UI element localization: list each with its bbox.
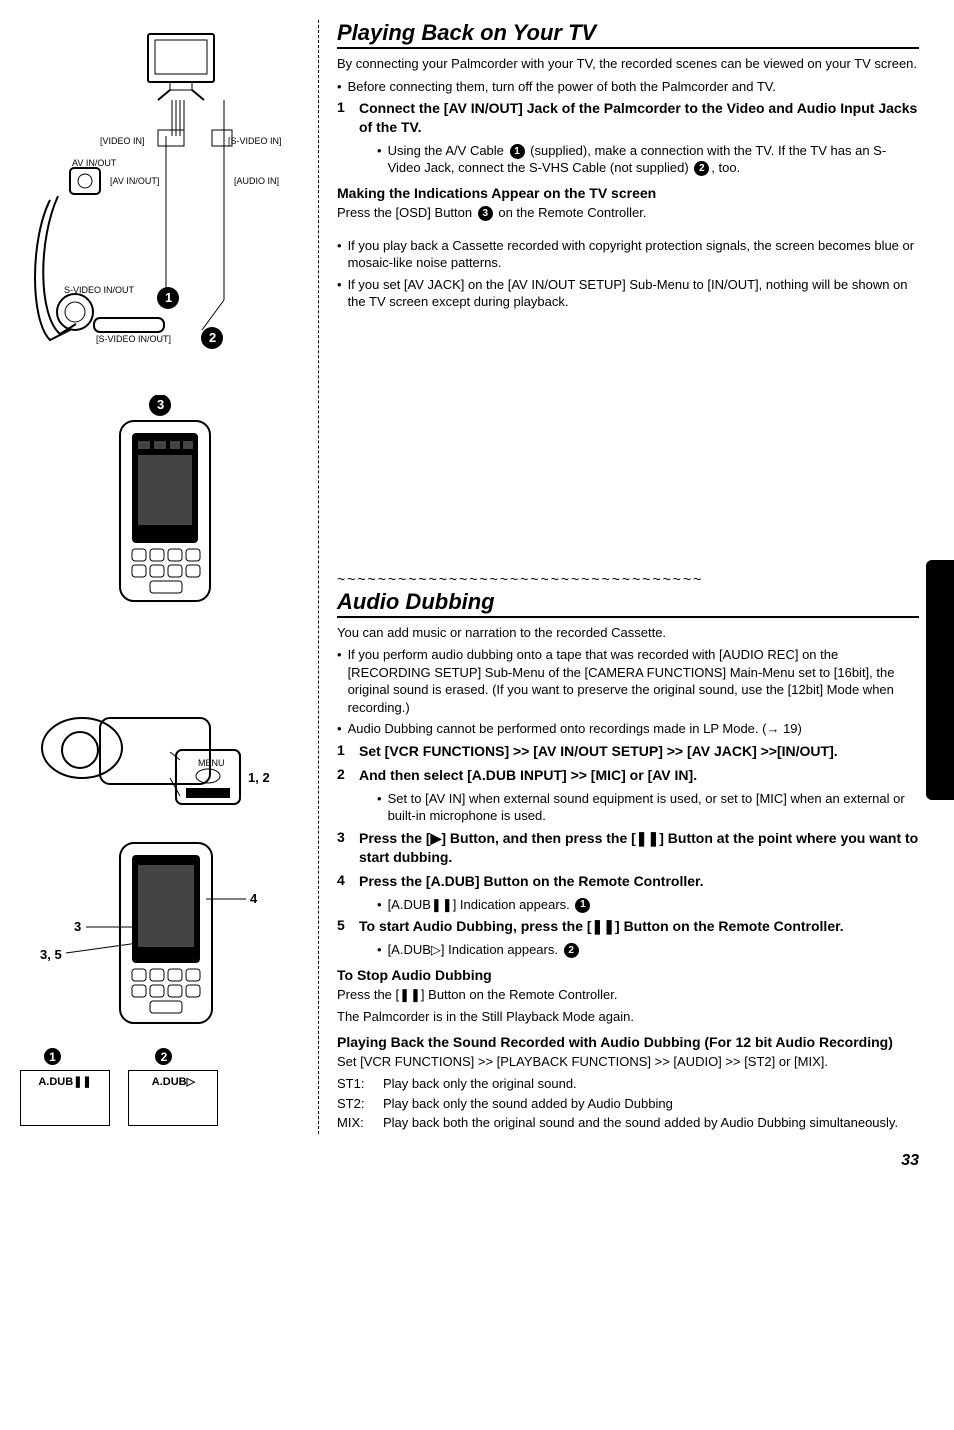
label-svideo-inout: [S-VIDEO IN/OUT]: [96, 334, 171, 344]
section1-prebullet: Before connecting them, turn off the pow…: [337, 78, 919, 96]
section2-step4: 4 Press the [A.DUB] Button on the Remote…: [337, 872, 919, 891]
indicator-adub-pause: A.DUB❚❚: [20, 1070, 110, 1126]
stop-heading: To Stop Audio Dubbing: [337, 967, 919, 983]
label-svideo-small: S-VIDEO IN/OUT: [64, 285, 135, 295]
st1-row: ST1:Play back only the original sound.: [337, 1075, 919, 1093]
circle-1-icon: 1: [44, 1048, 61, 1065]
section2-step5: 5 To start Audio Dubbing, press the [❚❚]…: [337, 917, 919, 936]
circle-2-inline: 2: [694, 161, 709, 176]
page-number: 33: [20, 1152, 919, 1170]
circle-3-inline: 3: [478, 206, 493, 221]
section1-intro: By connecting your Palmcorder with your …: [337, 55, 919, 73]
wave-separator: ~~~~~~~~~~~~~~~~~~~~~~~~~~~~~~~~~~~~: [337, 571, 919, 587]
indicator-adub-play: A.DUB▷: [128, 1070, 218, 1126]
svg-text:3: 3: [157, 397, 164, 412]
anno-3-5: 3, 5: [40, 947, 62, 962]
label-avinout-small: AV IN/OUT: [72, 158, 117, 168]
tv-connection-diagram: [VIDEO IN] [S-VIDEO IN] [AV IN/OUT] [AUD…: [20, 20, 300, 390]
anno-4: 4: [250, 891, 258, 906]
side-tab: [926, 560, 954, 800]
section2-bullet1: If you perform audio dubbing onto a tape…: [337, 646, 919, 716]
anno-1-2: 1, 2: [248, 770, 270, 785]
anno-3: 3: [74, 919, 81, 934]
section1-subheading: Making the Indications Appear on the TV …: [337, 185, 919, 201]
section2-step4-sub: [A.DUB❚❚] Indication appears. 1: [377, 896, 919, 914]
text-column: Playing Back on Your TV By connecting yo…: [318, 20, 919, 1134]
circle-2-icon: 2: [155, 1048, 172, 1065]
section2-step2-sub: Set to [AV IN] when external sound equip…: [377, 790, 919, 825]
section1-bullet3: If you set [AV JACK] on the [AV IN/OUT S…: [337, 276, 919, 311]
section2-intro: You can add music or narration to the re…: [337, 624, 919, 642]
section1-title: Playing Back on Your TV: [337, 20, 919, 49]
playback-heading: Playing Back the Sound Recorded with Aud…: [337, 1034, 919, 1050]
circle-2-inline-b: 2: [564, 943, 579, 958]
section2-bullet2: Audio Dubbing cannot be performed onto r…: [337, 720, 919, 738]
label-svideo-in: [S-VIDEO IN]: [228, 136, 282, 146]
section1-subtext: Press the [OSD] Button 3 on the Remote C…: [337, 204, 919, 222]
camcorder-diagram: MENU 1, 2: [20, 660, 300, 830]
section1-step1: 1 Connect the [AV IN/OUT] Jack of the Pa…: [337, 99, 919, 137]
playback-intro: Set [VCR FUNCTIONS] >> [PLAYBACK FUNCTIO…: [337, 1053, 919, 1071]
section2-step2: 2 And then select [A.DUB INPUT] >> [MIC]…: [337, 766, 919, 785]
indicator-row: 1 2 A.DUB❚❚ A.DUB▷: [20, 1048, 300, 1126]
section1-step1-sub: Using the A/V Cable 1 (supplied), make a…: [377, 142, 919, 177]
label-audio-in: [AUDIO IN]: [234, 176, 279, 186]
svg-text:1: 1: [165, 290, 172, 305]
remote-diagram-2: 4 3 3, 5: [20, 835, 300, 1035]
figures-column: [VIDEO IN] [S-VIDEO IN] [AV IN/OUT] [AUD…: [20, 20, 300, 1134]
label-video-in: [VIDEO IN]: [100, 136, 145, 146]
stop-line2: The Palmcorder is in the Still Playback …: [337, 1008, 919, 1026]
st2-row: ST2:Play back only the sound added by Au…: [337, 1095, 919, 1113]
section2-step1: 1 Set [VCR FUNCTIONS] >> [AV IN/OUT SETU…: [337, 742, 919, 761]
label-av-inout: [AV IN/OUT]: [110, 176, 159, 186]
remote-diagram-1: 3: [20, 395, 300, 615]
stop-line1: Press the [❚❚] Button on the Remote Cont…: [337, 986, 919, 1004]
label-menu: MENU: [198, 758, 225, 768]
circle-1-inline-b: 1: [575, 898, 590, 913]
mix-row: MIX:Play back both the original sound an…: [337, 1114, 919, 1132]
section1-bullet2: If you play back a Cassette recorded wit…: [337, 237, 919, 272]
section2-title: Audio Dubbing: [337, 589, 919, 618]
svg-text:2: 2: [209, 330, 216, 345]
section2-step5-sub: [A.DUB▷] Indication appears. 2: [377, 941, 919, 959]
section2-step3: 3 Press the [▶] Button, and then press t…: [337, 829, 919, 867]
circle-1-inline: 1: [510, 144, 525, 159]
